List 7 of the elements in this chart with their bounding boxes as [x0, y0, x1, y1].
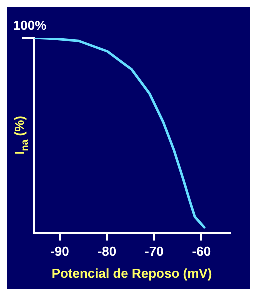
x-tick-label: -70 [145, 244, 164, 260]
x-tick-label: -60 [192, 244, 212, 260]
annotation: 100% [13, 18, 48, 33]
y-axis-title: Ina (%) [12, 116, 31, 155]
x-tick-label: -80 [98, 244, 117, 260]
x-axis-title: Potencial de Reposo (mV) [52, 266, 212, 281]
x-tick-label: -90 [50, 244, 70, 260]
